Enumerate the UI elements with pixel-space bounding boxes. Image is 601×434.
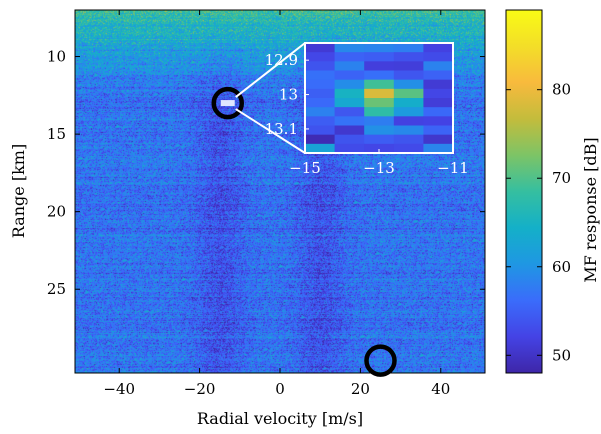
inset-cell <box>423 125 454 136</box>
inset-cell <box>305 107 336 117</box>
inset-cell <box>393 125 424 136</box>
inset-cell <box>334 52 365 62</box>
inset-cell <box>305 43 336 53</box>
inset-cell <box>393 143 424 154</box>
inset-cell <box>423 98 454 108</box>
inset-cell <box>334 125 365 136</box>
colorbar-tick-label: 80 <box>552 81 571 99</box>
inset-cell <box>305 98 336 108</box>
inset-cell <box>334 107 365 117</box>
target-marker-circle <box>211 86 244 120</box>
inset-cell <box>393 79 424 90</box>
inset-connector-bottom <box>235 108 306 154</box>
inset-cell <box>305 70 336 81</box>
x-tick-label: −20 <box>184 380 216 398</box>
inset-y-tick-label: 13.1 <box>265 120 298 138</box>
inset-cell <box>305 143 336 154</box>
inset-cell <box>364 116 395 126</box>
x-axis-ticks: −40 −20 0 20 40 <box>103 10 450 398</box>
markers <box>211 86 397 377</box>
inset-cell <box>364 125 395 136</box>
inset-y-tick-label: 13 <box>279 86 298 104</box>
inset-cell <box>393 116 424 126</box>
inset-cell <box>364 143 395 154</box>
inset-cell <box>364 88 395 99</box>
inset-cell <box>423 107 454 117</box>
target-detection-patch <box>220 100 235 107</box>
inset-x-tick-label: −11 <box>437 159 469 177</box>
inset-cell <box>334 88 365 99</box>
inset-cell <box>305 116 336 126</box>
inset-cell <box>364 70 395 81</box>
inset-cell <box>423 88 454 99</box>
y-tick-label: 10 <box>47 48 66 66</box>
inset-cell <box>393 98 424 108</box>
inset-connector-top <box>235 42 306 98</box>
x-tick-label: 20 <box>351 380 370 398</box>
inset-cell <box>423 143 454 154</box>
colorbar-ticks: 50 60 70 80 <box>506 81 571 364</box>
inset-cell <box>305 61 336 71</box>
inset-cell <box>364 43 395 53</box>
inset-cell <box>393 52 424 62</box>
colorbar-tick-label: 60 <box>552 258 571 276</box>
inset-cell <box>423 134 454 145</box>
inset-cell <box>393 134 424 145</box>
inset-cell <box>364 134 395 145</box>
x-tick-label: 0 <box>275 380 285 398</box>
y-axis-ticks: 10 15 20 25 <box>47 48 485 298</box>
second-marker-circle <box>364 344 397 377</box>
inset-cell <box>305 134 336 145</box>
inset-cell <box>364 79 395 90</box>
inset-cell <box>364 107 395 117</box>
inset-cell <box>305 88 336 99</box>
y-axis-label: Range [km] <box>9 144 28 238</box>
inset-cell <box>393 88 424 99</box>
inset-cell <box>334 79 365 90</box>
inset-cell <box>423 52 454 62</box>
x-tick-label: −40 <box>103 380 135 398</box>
inset-cell <box>364 98 395 108</box>
inset-cell <box>305 79 336 90</box>
inset-cell <box>334 116 365 126</box>
inset-cell <box>305 52 336 62</box>
inset-cell <box>334 43 365 53</box>
colorbar-label: MF response [dB] <box>581 137 600 282</box>
inset-y-tick-label: 12.9 <box>265 51 298 69</box>
zoom-inset: −15 −13 −11 12.9 13 13.1 <box>235 42 469 177</box>
inset-cell <box>364 52 395 62</box>
inset-cell <box>393 61 424 71</box>
inset-cell <box>393 107 424 117</box>
x-axis-label: Radial velocity [m/s] <box>197 409 363 428</box>
inset-cell <box>423 116 454 126</box>
colorbar-tick-label: 70 <box>552 169 571 187</box>
inset-cell <box>334 61 365 71</box>
inset-x-tick-label: −13 <box>363 159 395 177</box>
inset-cell <box>423 70 454 81</box>
inset-cell <box>423 43 454 53</box>
inset-cell <box>393 43 424 53</box>
colorbar <box>505 9 543 374</box>
y-tick-label: 15 <box>47 125 66 143</box>
inset-cell <box>423 79 454 90</box>
colorbar-tick-label: 50 <box>552 346 571 364</box>
inset-x-tick-label: −15 <box>289 159 321 177</box>
inset-cell <box>393 70 424 81</box>
inset-cell <box>305 125 336 136</box>
inset-cell <box>364 61 395 71</box>
inset-cell <box>334 98 365 108</box>
inset-cell <box>334 134 365 145</box>
inset-cell <box>334 70 365 81</box>
inset-cell <box>334 143 365 154</box>
y-tick-label: 25 <box>47 280 66 298</box>
x-tick-label: 40 <box>431 380 450 398</box>
inset-cell <box>423 61 454 71</box>
y-tick-label: 20 <box>47 203 66 221</box>
